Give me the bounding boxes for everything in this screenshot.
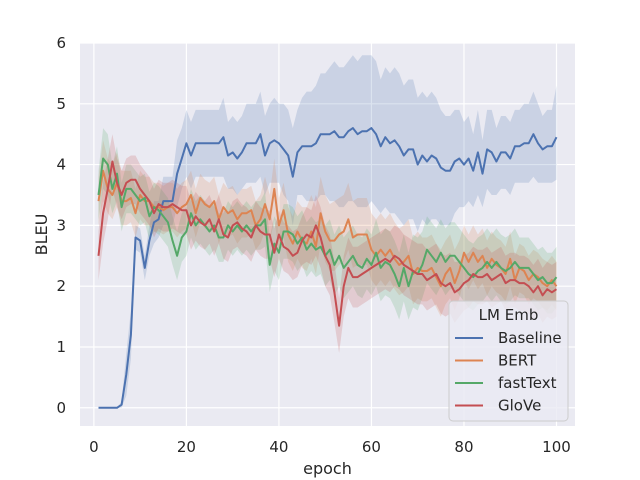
series-lines [97, 127, 558, 409]
confidence-band-glove [98, 134, 557, 353]
y-tick-label: 1 [56, 338, 66, 356]
series-line-baseline [98, 127, 558, 409]
x-tick-label: 0 [89, 438, 99, 456]
y-tick-label: 3 [56, 216, 66, 234]
series-line-glove [97, 160, 558, 327]
y-tick-label: 0 [56, 399, 66, 417]
y-tick-label: 6 [56, 34, 66, 52]
legend-box [448, 300, 569, 422]
x-tick-label: 100 [542, 438, 571, 456]
legend-title: LM Emb [479, 306, 539, 324]
y-axis-label: BLEU [32, 214, 51, 256]
y-tick-label: 2 [56, 277, 66, 295]
y-axis-ticks: 0 1 2 3 4 5 6 [56, 34, 66, 417]
confidence-band-fasttext [98, 128, 557, 320]
legend-label-bert: BERT [498, 352, 537, 370]
x-axis-label: epoch [303, 459, 352, 478]
legend-label-fasttext: fastText [498, 374, 557, 392]
x-tick-label: 40 [269, 438, 288, 456]
legend: LM Emb Baseline BERT fastText GloVe [448, 300, 569, 422]
legend-label-baseline: Baseline [498, 329, 562, 347]
x-tick-label: 80 [454, 438, 473, 456]
x-tick-label: 20 [177, 438, 196, 456]
legend-items: Baseline BERT fastText GloVe [455, 329, 562, 415]
legend-label-glove: GloVe [498, 397, 541, 415]
series-line-bert [97, 169, 558, 288]
x-tick-label: 60 [362, 438, 381, 456]
x-axis-ticks: 0 20 40 60 80 100 [89, 438, 571, 456]
y-tick-label: 4 [56, 156, 66, 174]
confidence-band-bert [98, 140, 557, 317]
series-line-fasttext [97, 157, 558, 288]
y-tick-label: 5 [56, 95, 66, 113]
